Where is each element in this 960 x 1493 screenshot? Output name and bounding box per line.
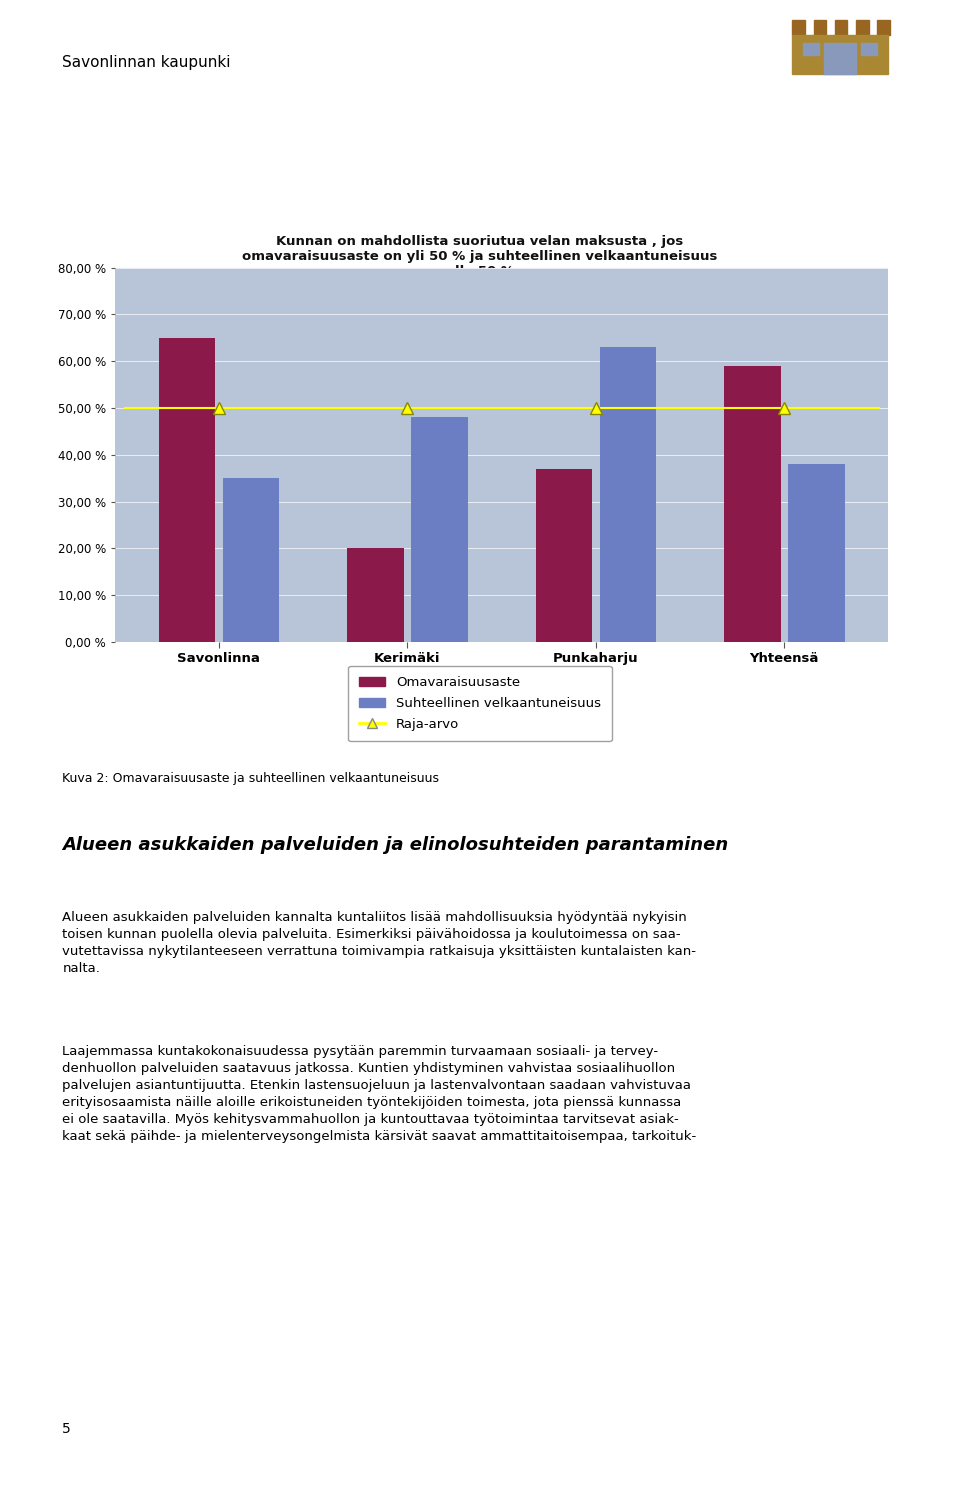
Bar — [600, 346, 657, 642]
Bar — [792, 36, 887, 75]
Bar — [813, 19, 827, 36]
Bar — [411, 418, 468, 642]
Text: Alueen asukkaiden palveluiden kannalta kuntaliitos lisää mahdollisuuksia hyödynt: Alueen asukkaiden palveluiden kannalta k… — [62, 911, 696, 975]
Bar — [724, 366, 780, 642]
Bar — [876, 19, 890, 36]
Bar — [536, 469, 592, 642]
Bar — [158, 337, 215, 642]
Text: Kuva 2: Omavaraisuusaste ja suhteellinen velkaantuneisuus: Kuva 2: Omavaraisuusaste ja suhteellinen… — [62, 772, 440, 785]
Bar — [223, 478, 279, 642]
Bar — [824, 43, 855, 75]
Bar — [834, 19, 848, 36]
Bar — [861, 43, 876, 55]
Text: Laajemmassa kuntakokonaisuudessa pysytään paremmin turvaamaan sosiaali- ja terve: Laajemmassa kuntakokonaisuudessa pysytää… — [62, 1045, 697, 1144]
Text: Kunnan on mahdollista suoriutua velan maksusta , jos
omavaraisuusaste on yli 50 : Kunnan on mahdollista suoriutua velan ma… — [242, 234, 718, 278]
Text: Savonlinnan kaupunki: Savonlinnan kaupunki — [62, 55, 231, 70]
Bar — [803, 43, 819, 55]
Bar — [347, 548, 403, 642]
Text: Alueen asukkaiden palveluiden ja elinolosuhteiden parantaminen: Alueen asukkaiden palveluiden ja elinolo… — [62, 836, 729, 854]
Bar — [855, 19, 869, 36]
Bar — [792, 19, 805, 36]
Bar — [788, 464, 845, 642]
Text: 5: 5 — [62, 1423, 71, 1436]
Legend: Omavaraisuusaste, Suhteellinen velkaantuneisuus, Raja-arvo: Omavaraisuusaste, Suhteellinen velkaantu… — [348, 666, 612, 742]
